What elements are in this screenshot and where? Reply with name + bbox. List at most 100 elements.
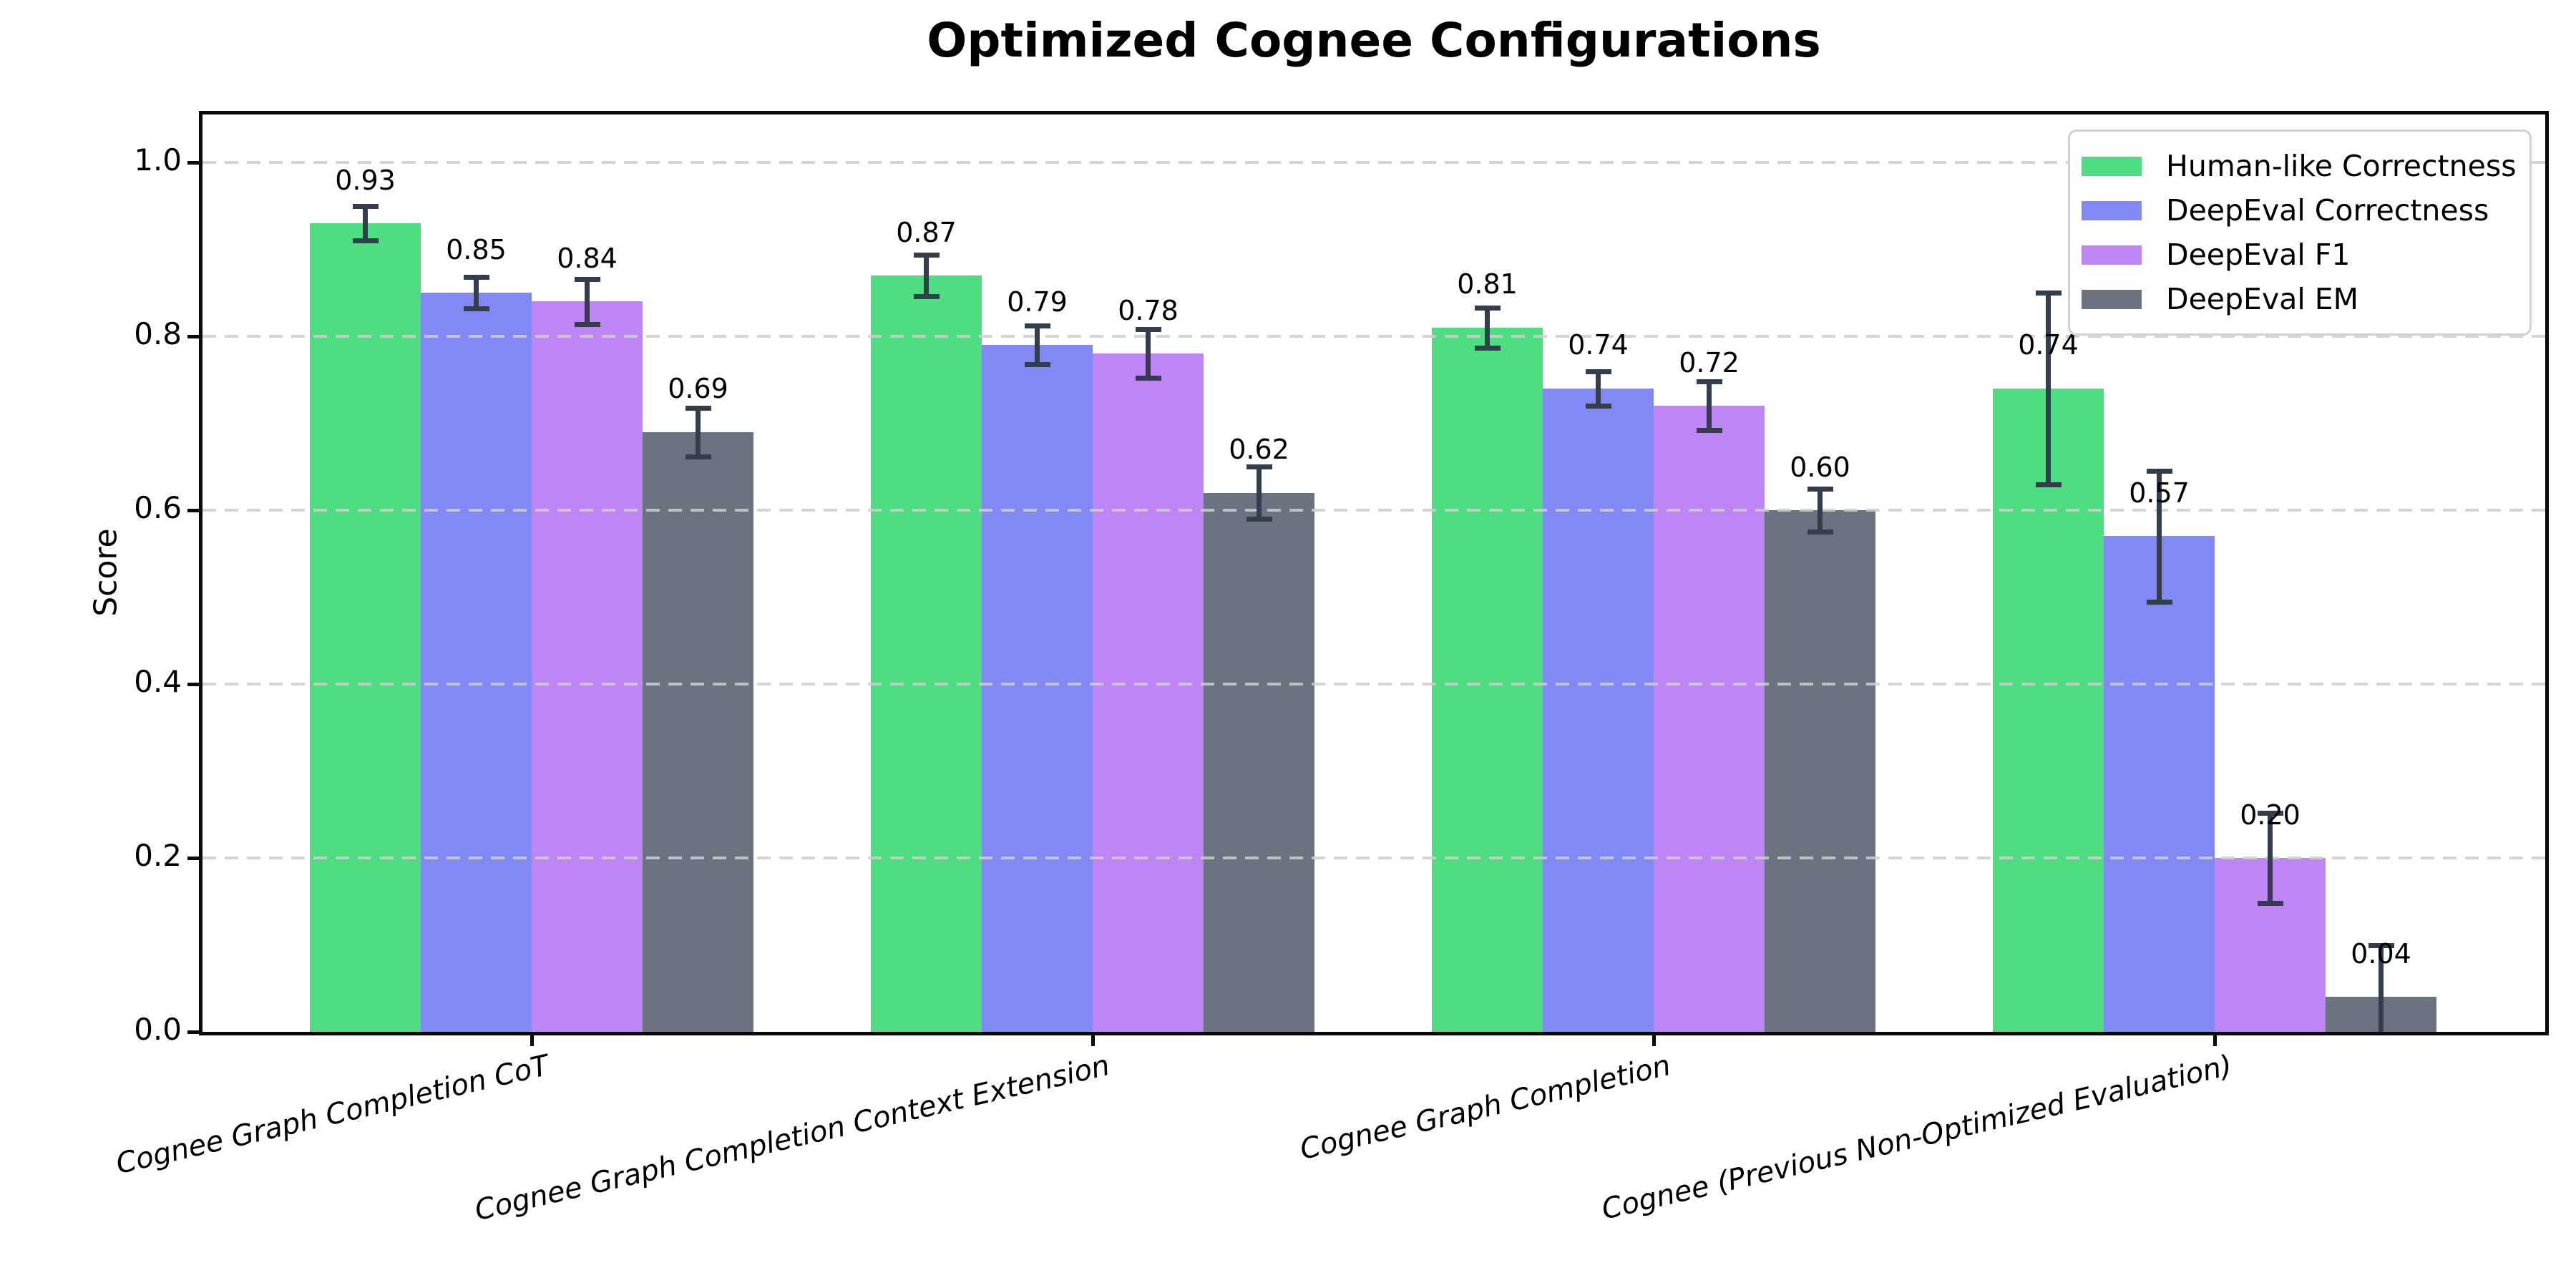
legend: Human-like Correctness DeepEval Correctne… xyxy=(2068,130,2532,336)
x-tick-label: Cognee Graph Completion xyxy=(1297,1049,1674,1166)
bar xyxy=(1432,327,1543,1032)
legend-item-label: DeepEval EM xyxy=(2166,282,2359,316)
error-bar-cap xyxy=(1024,361,1050,367)
bar-value-label: 0.60 xyxy=(1790,451,1850,483)
error-bar-cap xyxy=(1246,464,1272,470)
error-bar-cap xyxy=(1246,517,1272,522)
legend-item-label: DeepEval F1 xyxy=(2166,238,2351,272)
error-bar-cap xyxy=(1024,323,1050,329)
y-tick-label: 0.8 xyxy=(134,316,182,351)
bar xyxy=(982,345,1093,1032)
error-bar-line xyxy=(1257,467,1262,519)
bar xyxy=(643,431,753,1032)
error-bar-line xyxy=(474,277,479,309)
bar-value-label: 0.74 xyxy=(1568,329,1629,361)
error-bar-cap xyxy=(913,294,940,300)
gridline xyxy=(203,335,2545,338)
bar-value-label: 0.04 xyxy=(2351,937,2411,970)
x-tick xyxy=(1652,1035,1656,1046)
bar-value-label: 0.81 xyxy=(1457,268,1518,301)
bar xyxy=(1654,406,1765,1032)
error-bar-cap xyxy=(2035,482,2062,487)
error-bar-cap xyxy=(685,454,711,459)
x-tick-label: Cognee Graph Completion Context Extensio… xyxy=(472,1049,1113,1228)
legend-swatch xyxy=(2082,245,2142,265)
bar xyxy=(421,293,532,1032)
x-tick-label: Cognee Graph Completion CoT xyxy=(112,1049,552,1181)
bar xyxy=(532,301,643,1032)
error-bar-cap xyxy=(2257,901,2283,907)
error-bar-cap xyxy=(352,203,379,209)
bar xyxy=(1993,388,2104,1032)
error-bar-line xyxy=(2268,812,2273,904)
error-bar-cap xyxy=(1696,379,1722,385)
legend-item-label: DeepEval Correctness xyxy=(2166,193,2489,228)
error-bar-line xyxy=(1818,488,1823,532)
error-bar-cap xyxy=(463,275,489,280)
bar xyxy=(871,275,982,1032)
y-tick-label: 0.2 xyxy=(134,838,182,873)
error-bar-line xyxy=(363,205,368,241)
error-bar-line xyxy=(2157,471,2162,602)
error-bar-cap xyxy=(1135,327,1161,333)
error-bar-cap xyxy=(1135,376,1161,381)
error-bar-cap xyxy=(2035,291,2062,296)
y-tick-label: 0.4 xyxy=(134,664,182,699)
legend-item: DeepEval EM xyxy=(2082,282,2515,316)
gridline xyxy=(203,683,2545,686)
y-tick xyxy=(187,161,199,165)
legend-swatch xyxy=(2082,200,2142,220)
y-tick xyxy=(187,509,199,512)
bar-value-label: 0.78 xyxy=(1118,294,1179,326)
chart-title: Optimized Cognee Configurations xyxy=(927,13,1821,68)
error-bar-cap xyxy=(1585,369,1611,374)
bar-value-label: 0.93 xyxy=(335,164,396,196)
y-tick-label: 1.0 xyxy=(134,142,182,177)
error-bar-cap xyxy=(574,321,600,327)
bar-value-label: 0.74 xyxy=(2018,329,2079,361)
error-bar-cap xyxy=(2257,810,2283,816)
bar-value-label: 0.87 xyxy=(896,216,957,248)
error-bar-cap xyxy=(1585,404,1611,409)
y-tick xyxy=(187,857,199,860)
bar-value-label: 0.72 xyxy=(1679,346,1740,379)
error-bar-line xyxy=(1707,381,1712,431)
bar-value-label: 0.79 xyxy=(1007,286,1068,318)
error-bar-line xyxy=(585,278,590,324)
y-axis-label: Score xyxy=(87,528,125,617)
error-bar-cap xyxy=(1474,305,1501,311)
gridline xyxy=(203,161,2545,164)
legend-item: Human-like Correctness xyxy=(2082,149,2517,183)
y-tick-label: 0.0 xyxy=(134,1012,182,1047)
gridline xyxy=(203,857,2545,859)
y-tick-label: 0.6 xyxy=(134,490,182,525)
bar xyxy=(2104,536,2215,1032)
error-bar-cap xyxy=(1474,345,1501,351)
bar xyxy=(1093,353,1204,1032)
bar xyxy=(1204,492,1314,1032)
bar-value-label: 0.85 xyxy=(446,233,507,265)
x-tick xyxy=(1091,1035,1095,1046)
y-tick xyxy=(187,683,199,686)
y-tick xyxy=(187,335,199,338)
gridline xyxy=(203,509,2545,512)
error-bar-cap xyxy=(1807,486,1833,492)
legend-item-label: Human-like Correctness xyxy=(2166,149,2517,183)
error-bar-cap xyxy=(1696,428,1722,434)
bar-value-label: 0.20 xyxy=(2240,799,2301,831)
error-bar-cap xyxy=(352,238,379,244)
legend-item: DeepEval Correctness xyxy=(2082,193,2515,228)
error-bar-line xyxy=(1035,326,1040,364)
error-bar-line xyxy=(1146,329,1151,379)
bar xyxy=(1765,510,1875,1032)
error-bar-line xyxy=(1485,307,1490,348)
legend-swatch xyxy=(2082,156,2142,176)
error-bar-cap xyxy=(2146,469,2172,474)
error-bar-cap xyxy=(463,306,489,312)
error-bar-line xyxy=(1596,371,1601,406)
bar-value-label: 0.84 xyxy=(557,242,618,274)
error-bar-cap xyxy=(913,252,940,258)
bar-value-label: 0.62 xyxy=(1229,434,1289,466)
error-bar-cap xyxy=(685,405,711,411)
